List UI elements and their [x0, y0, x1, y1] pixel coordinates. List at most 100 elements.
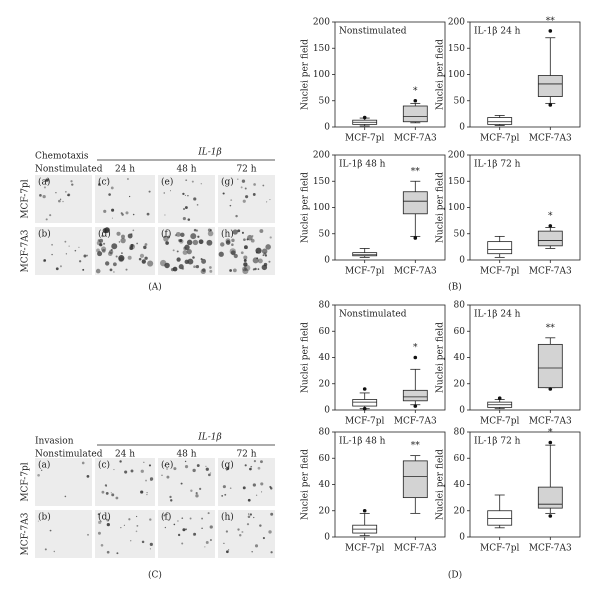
- cell: [270, 512, 274, 516]
- cell: [179, 239, 184, 244]
- cell: [187, 195, 189, 197]
- cell: [128, 518, 131, 521]
- significance: **: [546, 323, 556, 333]
- y-tick-label: 60: [319, 327, 331, 337]
- cell: [163, 514, 166, 517]
- cell: [244, 245, 248, 250]
- y-tick-label: 200: [448, 151, 465, 161]
- x-tick-label: MCF-7pl: [480, 267, 519, 277]
- cell: [197, 235, 200, 238]
- row-label: MCF-7pl: [21, 179, 31, 218]
- cell: [149, 542, 153, 546]
- cell: [132, 213, 135, 216]
- cell: [269, 236, 272, 239]
- cell: [123, 524, 125, 526]
- cell: [242, 266, 247, 272]
- cell: [237, 528, 240, 531]
- cell: [260, 460, 263, 464]
- cell: [182, 250, 188, 255]
- x-tick-label: MCF-7A3: [529, 417, 572, 427]
- cell: [244, 464, 247, 467]
- cell: [51, 253, 53, 256]
- panel-label: (c): [98, 177, 110, 188]
- cell: [264, 254, 268, 257]
- y-axis-label: Nuclei per field: [436, 449, 446, 520]
- cell: [230, 199, 233, 202]
- box: [537, 75, 563, 97]
- cell: [124, 470, 128, 474]
- cell: [226, 469, 228, 471]
- panel-label: (a): [38, 177, 50, 188]
- cell: [37, 473, 40, 477]
- x-tick-label: MCF-7A3: [394, 267, 437, 277]
- cell: [176, 250, 179, 253]
- cell: [105, 491, 109, 495]
- cell: [113, 469, 115, 471]
- cell: [181, 517, 184, 520]
- cell: [257, 268, 260, 271]
- plot-frame: [334, 304, 446, 411]
- cell: [140, 469, 144, 473]
- y-tick-label: 40: [454, 480, 466, 490]
- y-tick-label: 150: [448, 44, 465, 54]
- cell: [135, 530, 138, 533]
- cell: [100, 246, 107, 252]
- cell: [231, 243, 234, 246]
- cell: [247, 515, 251, 519]
- cell: [204, 546, 206, 548]
- cell: [113, 271, 115, 273]
- outlier: [548, 387, 553, 391]
- cell: [226, 550, 229, 554]
- cell: [87, 533, 89, 536]
- cell: [149, 477, 154, 481]
- plot-frame: [469, 21, 581, 128]
- cell: [225, 240, 231, 245]
- x-tick-label: MCF-7pl: [345, 267, 384, 277]
- cell: [167, 519, 169, 521]
- cell: [70, 180, 73, 183]
- x-tick-label: MCF-7A3: [529, 544, 572, 554]
- micrograph: [35, 458, 92, 506]
- cell: [209, 269, 213, 273]
- outlier: [362, 115, 367, 120]
- cell: [196, 204, 199, 206]
- cell: [229, 269, 232, 272]
- cell: [97, 183, 101, 186]
- cell: [149, 548, 151, 550]
- cell: [136, 524, 139, 527]
- y-tick-label: 0: [459, 406, 465, 416]
- panel-label: (d): [98, 512, 111, 523]
- cell: [222, 485, 226, 489]
- y-axis-label: Nuclei per field: [436, 39, 446, 110]
- chart-title: IL-1β 48 h: [339, 437, 386, 447]
- cell: [241, 179, 246, 183]
- cell: [177, 520, 179, 522]
- panel-label: (a): [38, 460, 50, 471]
- column-label: 48 h: [176, 165, 196, 175]
- plot-frame: [334, 431, 446, 538]
- cell: [270, 487, 273, 490]
- cell: [180, 482, 183, 485]
- micrograph: [95, 175, 155, 223]
- y-tick-label: 100: [448, 70, 465, 80]
- cell: [64, 495, 67, 498]
- cell: [190, 489, 193, 492]
- y-tick-label: 100: [448, 203, 465, 213]
- column-label: 24 h: [115, 450, 135, 460]
- cell: [101, 249, 106, 253]
- box: [402, 191, 428, 215]
- cell: [102, 227, 108, 234]
- cell: [147, 260, 154, 267]
- cell: [265, 244, 271, 250]
- cell: [186, 239, 193, 246]
- panel-caption: (B): [448, 282, 462, 293]
- chart-title: IL-1β 72 h: [474, 437, 521, 447]
- column-label: 72 h: [236, 165, 256, 175]
- y-tick-label: 20: [319, 506, 331, 516]
- cell: [189, 517, 192, 520]
- section-title: Chemotaxis: [35, 152, 89, 162]
- outlier: [548, 224, 553, 228]
- y-tick-label: 50: [454, 229, 466, 239]
- cell: [62, 200, 64, 203]
- cell: [231, 238, 235, 243]
